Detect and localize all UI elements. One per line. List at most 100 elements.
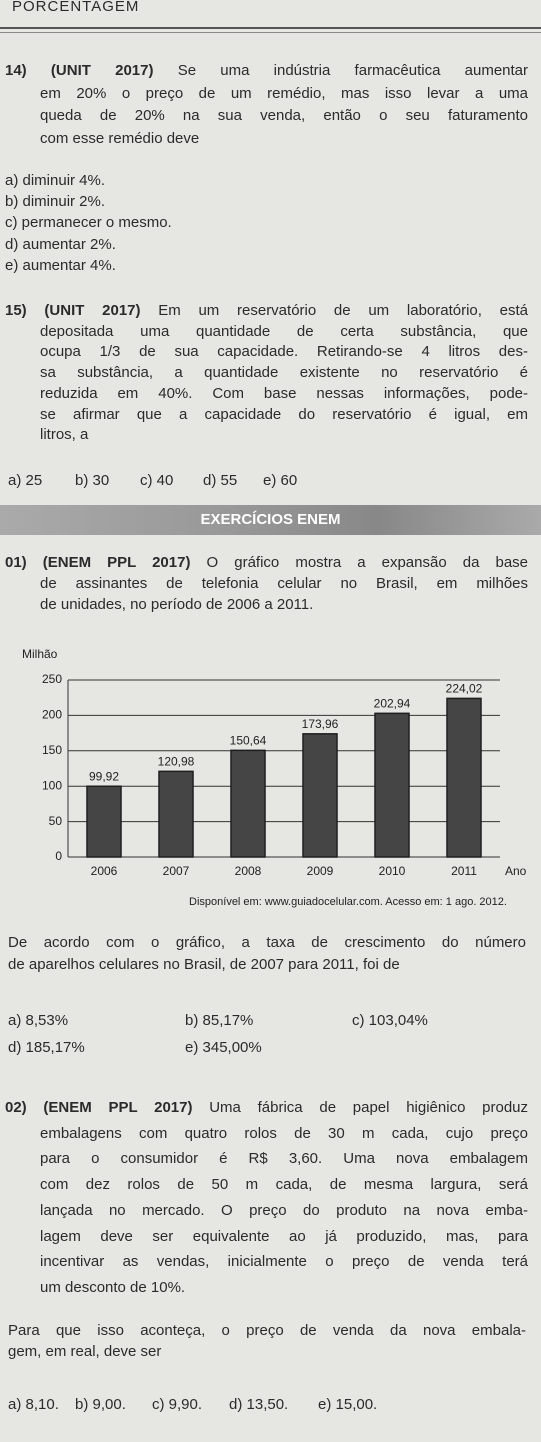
- value-label: 120,98: [158, 755, 195, 769]
- question-text: Em um reservatório de um laboratório, es…: [158, 302, 529, 319]
- question-text: queda de 20% na sua venda, então o seu f…: [40, 107, 528, 125]
- section-band: [0, 505, 541, 535]
- question-line: de unidades, no período de 2006 a 2011.: [40, 596, 528, 614]
- bar: [86, 785, 122, 858]
- question-line: em 20% o preço de um remédio, mas isso l…: [40, 85, 528, 103]
- question-source: (ENEM PPL 2017): [42, 554, 191, 571]
- x-tick-label: 2010: [379, 864, 406, 878]
- question-number: 01): [5, 554, 27, 571]
- question-text: O gráfico mostra a expansão da base: [206, 554, 529, 571]
- question-text: com esse remédio deve: [40, 130, 200, 148]
- question-text: gem, em real, deve ser: [8, 1343, 162, 1360]
- question-line: se afirmar que a capacidade do reservató…: [40, 406, 528, 424]
- question-line: lançada no mercado. O preço do produto n…: [40, 1202, 528, 1220]
- header-title: PORCENTAGEM: [12, 0, 140, 15]
- question-text: incentivar as vendas, inicialmente o pre…: [40, 1253, 528, 1271]
- option: a) 8,10.: [8, 1396, 59, 1413]
- option: a) 8,53%: [8, 1012, 69, 1029]
- question-line: para o consumidor é R$ 3,60. Uma nova em…: [40, 1150, 528, 1168]
- option: a) 25: [8, 472, 43, 489]
- question-line: 15) (UNIT 2017) Em um reservatório de um…: [5, 302, 528, 320]
- option: b) diminuir 2%.: [5, 193, 106, 210]
- option: c) permanecer o mesmo.: [5, 214, 172, 231]
- question-line: reduzida em 40%. Com base nessas informa…: [40, 385, 528, 403]
- question-text: ocupa 1/3 de sua capacidade. Retirando-s…: [40, 343, 528, 361]
- question-source: (UNIT 2017): [44, 302, 141, 319]
- value-label: 173,96: [302, 717, 339, 731]
- option: e) 345,00%: [185, 1039, 262, 1056]
- question-text: de aparelhos celulares no Brasil, de 200…: [8, 956, 400, 973]
- x-axis-label: Ano: [505, 864, 527, 878]
- option: e) 60: [263, 472, 298, 489]
- bar: [158, 770, 194, 858]
- option: d) 13,50.: [229, 1396, 289, 1413]
- y-tick-label: 200: [42, 708, 62, 722]
- x-tick-label: 2007: [163, 864, 190, 878]
- option: c) 103,04%: [352, 1012, 428, 1029]
- question-number: 14): [5, 62, 27, 79]
- question-text: De acordo com o gráfico, a taxa de cresc…: [8, 934, 526, 951]
- section-title: EXERCÍCIOS ENEM: [200, 511, 341, 528]
- question-line: depositada uma quantidade de certa subst…: [40, 323, 528, 341]
- question-line: queda de 20% na sua venda, então o seu f…: [40, 107, 528, 125]
- question-line: incentivar as vendas, inicialmente o pre…: [40, 1253, 528, 1271]
- option: b) 30: [75, 472, 110, 489]
- question-line: 14) (UNIT 2017) Se uma indústria farmacê…: [5, 62, 528, 80]
- question-text: lagem deve ser equivalente ao já produzi…: [40, 1227, 528, 1245]
- x-tick-label: 2009: [307, 864, 334, 878]
- question-line: embalagens com quatro rolos de 30 m cada…: [40, 1125, 528, 1143]
- bar: [302, 733, 338, 858]
- question-text: Se uma indústria farmacêutica aumentar: [177, 62, 529, 79]
- y-tick-label: 50: [49, 814, 63, 828]
- question-text: reduzida em 40%. Com base nessas informa…: [40, 384, 528, 402]
- option: d) 55: [203, 472, 238, 489]
- question-text: lançada no mercado. O preço do produto n…: [40, 1201, 528, 1219]
- question-text: se afirmar que a capacidade do reservató…: [40, 405, 528, 423]
- option: e) 15,00.: [318, 1396, 378, 1413]
- option: c) 40: [140, 472, 174, 489]
- question-text: depositada uma quantidade de certa subst…: [40, 322, 528, 340]
- question-text: embalagens com quatro rolos de 30 m cada…: [40, 1124, 528, 1142]
- question-text: litros, a: [40, 426, 89, 444]
- question-text: sa substância, a quantidade existente no…: [40, 364, 528, 382]
- question-source: (ENEM PPL 2017): [43, 1099, 193, 1116]
- question-line: sa substância, a quantidade existente no…: [40, 364, 528, 382]
- x-tick-label: 2011: [451, 864, 477, 878]
- y-tick-label: 250: [42, 672, 62, 686]
- question-line: lagem deve ser equivalente ao já produzi…: [40, 1228, 528, 1246]
- question-text: de assinantes de telefonia celular no Br…: [40, 575, 528, 592]
- y-axis-label: Milhão: [22, 647, 58, 661]
- y-tick-label: 0: [55, 849, 62, 863]
- chart-source: Disponível em: www.guiadocelular.com. Ac…: [189, 896, 507, 908]
- question-line: com dez rolos de 50 m cada, de mesma lar…: [40, 1176, 528, 1194]
- question-number: 02): [5, 1099, 27, 1116]
- question-text: de unidades, no período de 2006 a 2011.: [40, 596, 314, 613]
- question-text: em 20% o preço de um remédio, mas isso l…: [40, 84, 528, 102]
- x-tick-label: 2008: [235, 864, 262, 878]
- question-source: (UNIT 2017): [50, 62, 154, 79]
- header-rule: [0, 27, 541, 33]
- question-text: para o consumidor é R$ 3,60. Uma nova em…: [40, 1150, 528, 1168]
- question-text: Para que isso aconteça, o preço de venda…: [8, 1322, 526, 1339]
- chart: Milhão 0 50 100 150 200 250 2006 99,92 2007 120,98…: [22, 647, 527, 908]
- question-text: com dez rolos de 50 m cada, de mesma lar…: [40, 1176, 528, 1194]
- question-line: ocupa 1/3 de sua capacidade. Retirando-s…: [40, 343, 528, 361]
- value-label: 224,02: [446, 682, 483, 696]
- bar: [374, 712, 410, 858]
- value-label: 150,64: [230, 734, 267, 748]
- question-line: com esse remédio deve: [40, 130, 528, 148]
- bar: [446, 697, 482, 858]
- y-tick-label: 100: [42, 778, 62, 792]
- x-tick-label: 2006: [91, 864, 118, 878]
- option: d) aumentar 2%.: [5, 236, 116, 253]
- value-label: 202,94: [374, 696, 411, 710]
- option: a) diminuir 4%.: [5, 172, 106, 189]
- option: b) 9,00.: [75, 1396, 126, 1413]
- question-text: um desconto de 10%.: [40, 1278, 186, 1296]
- question-text: Uma fábrica de papel higiênico produz: [209, 1099, 529, 1116]
- question-line: 02) (ENEM PPL 2017) Uma fábrica de papel…: [5, 1099, 528, 1117]
- y-tick-label: 150: [42, 743, 62, 757]
- question-line: litros, a: [40, 426, 528, 444]
- question-line: 01) (ENEM PPL 2017) O gráfico mostra a e…: [5, 554, 528, 572]
